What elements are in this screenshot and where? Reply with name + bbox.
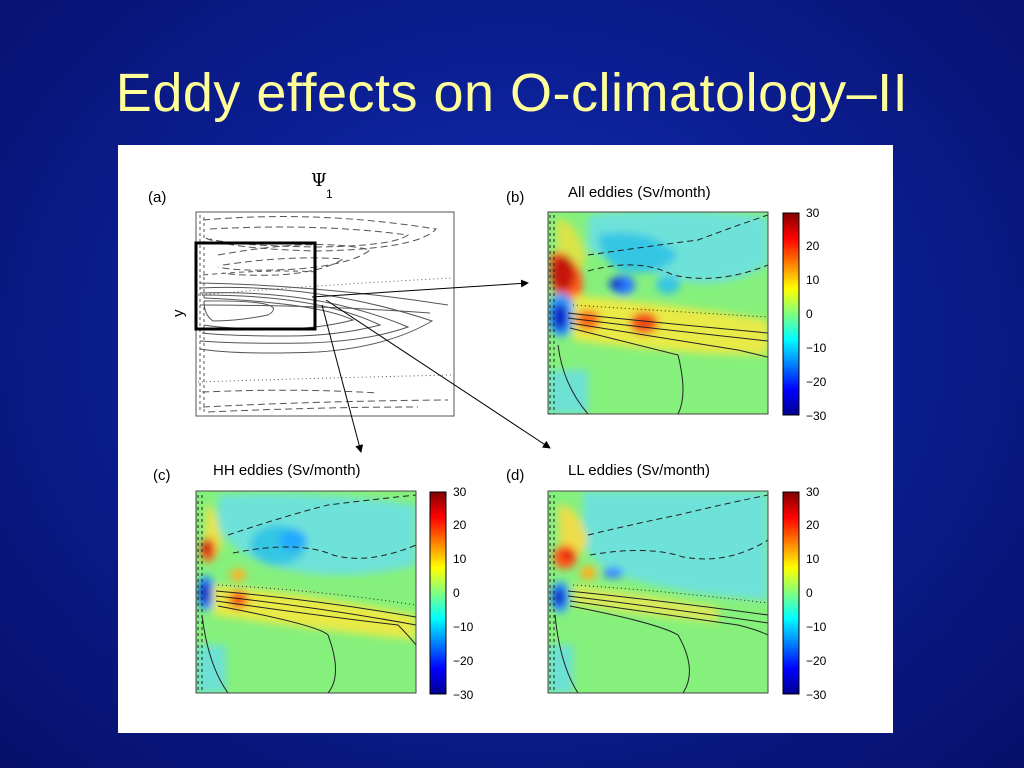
panel-c-tick-0: 0 (453, 586, 460, 600)
figure-panel: (a) Ψ 1 y (118, 145, 893, 733)
panel-b-frame (547, 211, 769, 415)
panel-c-field (196, 491, 416, 693)
panel-c-tick-20: 20 (453, 518, 467, 532)
panel-b-tick-neg30: −30 (806, 409, 827, 423)
panel-c-title: HH eddies (Sv/month) (213, 462, 361, 479)
panel-b: (b) All eddies (Sv/month) (506, 184, 827, 423)
panel-c-tick-neg30: −30 (453, 688, 474, 702)
panel-b-field (548, 212, 768, 414)
panel-a: (a) Ψ 1 y (148, 170, 455, 417)
panel-d-tick-20: 20 (806, 518, 820, 532)
panel-d-label: (d) (506, 467, 524, 484)
panel-c: (c) HH eddies (Sv/month) (153, 462, 474, 702)
arrow-to-b (311, 279, 529, 298)
panel-b-tick-10: 10 (806, 273, 820, 287)
panel-b-tick-neg20: −20 (806, 375, 827, 389)
panel-a-ylabel: y (170, 309, 187, 317)
panel-d-field (548, 491, 768, 693)
panel-d-tick-30: 30 (806, 485, 820, 499)
panel-c-tick-30: 30 (453, 485, 467, 499)
panel-d-tick-neg20: −20 (806, 654, 827, 668)
panel-c-tick-neg20: −20 (453, 654, 474, 668)
panel-b-label: (b) (506, 189, 524, 206)
panel-a-label: (a) (148, 189, 166, 206)
panel-a-title-subscript: 1 (326, 187, 333, 201)
panel-c-tick-neg10: −10 (453, 620, 474, 634)
panel-d-title: LL eddies (Sv/month) (568, 462, 710, 479)
panel-b-tick-30: 30 (806, 206, 820, 220)
figure-svg: (a) Ψ 1 y (148, 170, 827, 702)
panel-d-tick-10: 10 (806, 552, 820, 566)
panel-b-tick-neg10: −10 (806, 341, 827, 355)
panel-d-frame (547, 490, 769, 694)
panel-b-colorbar (782, 212, 800, 416)
panel-a-inset-box (194, 241, 317, 331)
arrow-to-d (325, 299, 551, 449)
panel-d-tick-0: 0 (806, 586, 813, 600)
panel-d-tick-neg10: −10 (806, 620, 827, 634)
panel-d: (d) LL eddies (Sv/month) (506, 462, 827, 702)
panel-c-frame (195, 490, 417, 694)
panel-b-tick-0: 0 (806, 307, 813, 321)
panel-d-colorbar (782, 491, 800, 695)
panel-c-label: (c) (153, 467, 171, 484)
panel-b-title: All eddies (Sv/month) (568, 184, 711, 201)
panel-b-tick-20: 20 (806, 239, 820, 253)
panel-c-colorbar (429, 491, 447, 695)
slide-title: Eddy effects on O-climatology–II (115, 63, 909, 123)
zoom-arrows (311, 279, 551, 453)
panel-a-title: Ψ (311, 170, 327, 191)
panel-d-tick-neg30: −30 (806, 688, 827, 702)
panel-c-tick-10: 10 (453, 552, 467, 566)
arrow-to-c (321, 304, 364, 453)
